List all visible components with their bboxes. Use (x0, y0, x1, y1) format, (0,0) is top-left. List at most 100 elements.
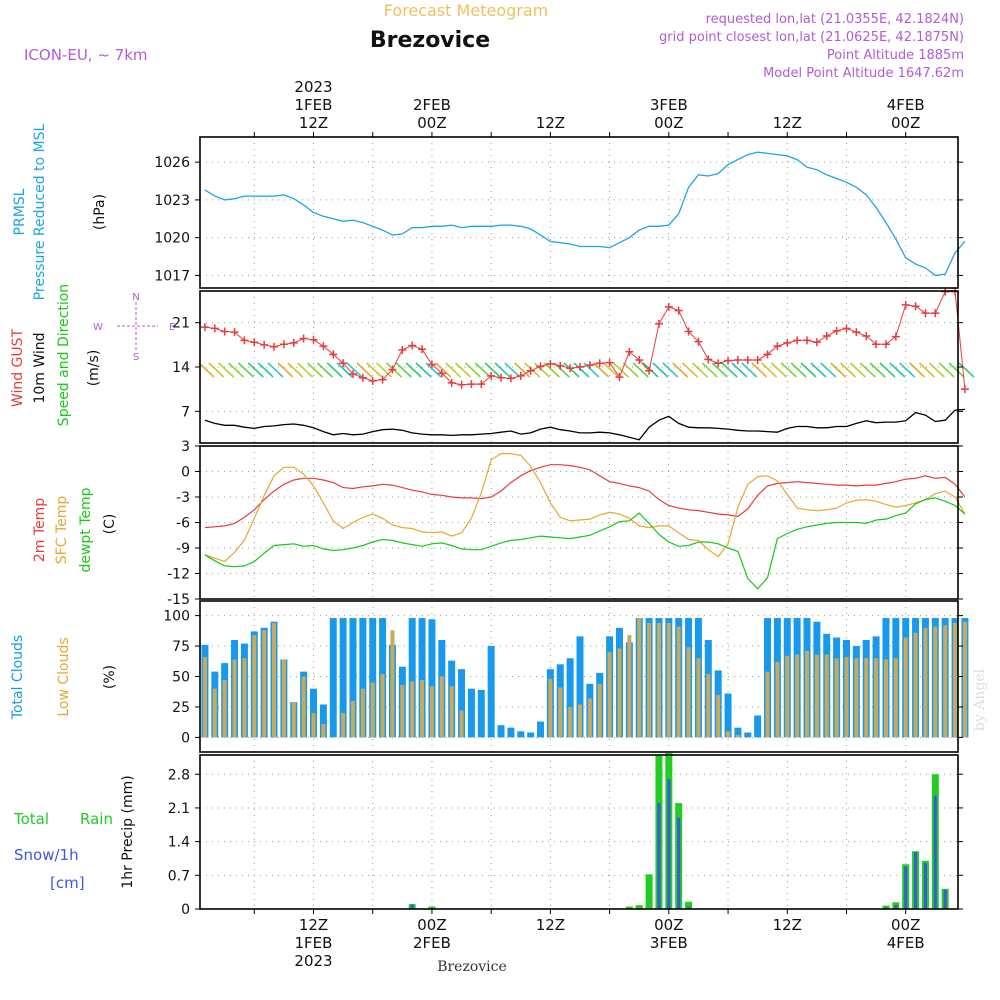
precip-rain-label: Rain (80, 810, 113, 828)
temp-tick-label: -6 (176, 516, 190, 532)
low-cloud-bar (637, 618, 642, 738)
model-altitude: Model Point Altitude 1647.62m (763, 66, 964, 81)
low-cloud-bar (874, 658, 879, 738)
gust-marker (763, 350, 772, 359)
gust-marker (605, 358, 614, 367)
total-cloud-bar (458, 669, 466, 738)
wind-dir-label: Speed and Direction (56, 284, 72, 426)
wind-direction-arrow (514, 362, 531, 378)
low-cloud-bar (400, 685, 405, 738)
bottom-time-label: 3FEB (650, 934, 688, 952)
snow-bar (687, 906, 691, 909)
total-cloud-bar (369, 618, 377, 738)
total-cloud-bar (418, 618, 426, 738)
footer-location: Brezovice (437, 959, 507, 975)
low-cloud-bar (913, 632, 918, 738)
temp-dewpt-line (204, 497, 966, 590)
low-cloud-bar (617, 648, 622, 738)
wind-direction-arrow (208, 362, 225, 378)
snow-bar (904, 866, 908, 909)
total-cloud-bar (576, 636, 584, 738)
wind-direction-arrow (376, 362, 393, 378)
wind-direction-arrow (682, 362, 699, 378)
gust-marker (654, 319, 663, 328)
temp-2m-label: 2m Temp (32, 498, 48, 562)
model-label: ICON-EU, ~ 7km (24, 46, 148, 64)
wind-direction-arrow (267, 362, 284, 378)
precip-total-bar (428, 906, 436, 909)
wind-direction-arrow (257, 362, 274, 378)
low-cloud-bar (420, 680, 425, 738)
gust-marker (497, 373, 506, 382)
low-cloud-bar (341, 713, 346, 738)
wind-direction-arrow (227, 362, 245, 378)
low-cloud-bar (410, 681, 415, 738)
wind-direction-arrow (573, 362, 590, 378)
low-cloud-bar (272, 622, 277, 738)
low-cloud-bar (301, 676, 306, 738)
wind-tick-label: 14 (172, 360, 190, 376)
low-cloud-bar (686, 647, 691, 738)
wind-direction-arrow (198, 362, 215, 378)
pressure-tick-label: 1020 (154, 231, 190, 247)
total-cloud-bar (319, 704, 327, 738)
total-cloud-bar (467, 688, 475, 738)
gust-marker (852, 328, 861, 337)
wind-direction-arrow (780, 362, 797, 378)
low-cloud-bar (844, 657, 849, 738)
low-cloud-bar (212, 688, 217, 738)
snow-bar (410, 904, 414, 909)
low-cloud-bar (805, 650, 810, 738)
gust-marker (733, 356, 742, 365)
wind-direction-arrow (287, 362, 304, 378)
total-clouds-label: Total Clouds (10, 635, 26, 720)
wind-direction-arrow (711, 362, 728, 378)
total-cloud-bar (507, 727, 515, 738)
total-cloud-bar (428, 619, 436, 738)
top-time-label: 12Z (773, 114, 802, 132)
wind-direction-arrow (306, 362, 324, 378)
low-clouds-label: Low Clouds (56, 637, 72, 716)
precip-panel-labels: Total Rain Snow/1h [cm] 1hr Precip (mm) (13, 775, 136, 892)
precip-total-bar (635, 905, 643, 909)
gust-marker (684, 327, 693, 336)
gust-marker (793, 336, 802, 345)
gust-marker (240, 336, 249, 345)
bottom-time-label: 1FEB (295, 934, 333, 952)
clouds-tick-label: 75 (172, 639, 190, 655)
total-cloud-bar (527, 732, 535, 738)
pressure-label-long: Pressure Reduced to MSL (32, 123, 48, 300)
top-time-label: 12Z (299, 114, 328, 132)
gust-marker (694, 337, 703, 346)
low-cloud-bar (854, 658, 859, 738)
wind-direction-arrow (820, 362, 837, 378)
precip-cm-label: [cm] (50, 874, 85, 892)
wind-direction-arrow (770, 362, 787, 378)
low-cloud-bar (647, 622, 652, 738)
gust-marker (457, 380, 466, 389)
temp-sfc-line (204, 453, 966, 563)
wind-direction-arrow (899, 362, 916, 378)
bottom-time-label: 12Z (536, 916, 565, 934)
wind-direction-arrow (760, 362, 778, 378)
total-cloud-bar (497, 725, 505, 738)
total-cloud-bar (517, 731, 525, 738)
precip-unit: 1hr Precip (mm) (120, 775, 136, 888)
gust-marker (418, 345, 427, 354)
wind-direction-arrow (632, 362, 649, 378)
temp-tick-label: -12 (167, 567, 190, 583)
gust-marker (339, 359, 348, 368)
gust-marker (220, 327, 229, 336)
wind-direction-arrow (593, 362, 610, 378)
low-cloud-bar (568, 706, 573, 738)
precip-total-bar (685, 901, 693, 909)
gust-marker (329, 350, 338, 359)
wind-direction-arrow (721, 362, 738, 378)
gust-marker (842, 324, 851, 333)
low-cloud-bar (548, 678, 553, 738)
gust-marker (773, 342, 782, 351)
wind-direction-arrow (366, 362, 383, 378)
gust-marker (477, 380, 486, 389)
wind-direction-arrow (425, 362, 442, 378)
precip-tick-label: 2.8 (168, 767, 190, 783)
